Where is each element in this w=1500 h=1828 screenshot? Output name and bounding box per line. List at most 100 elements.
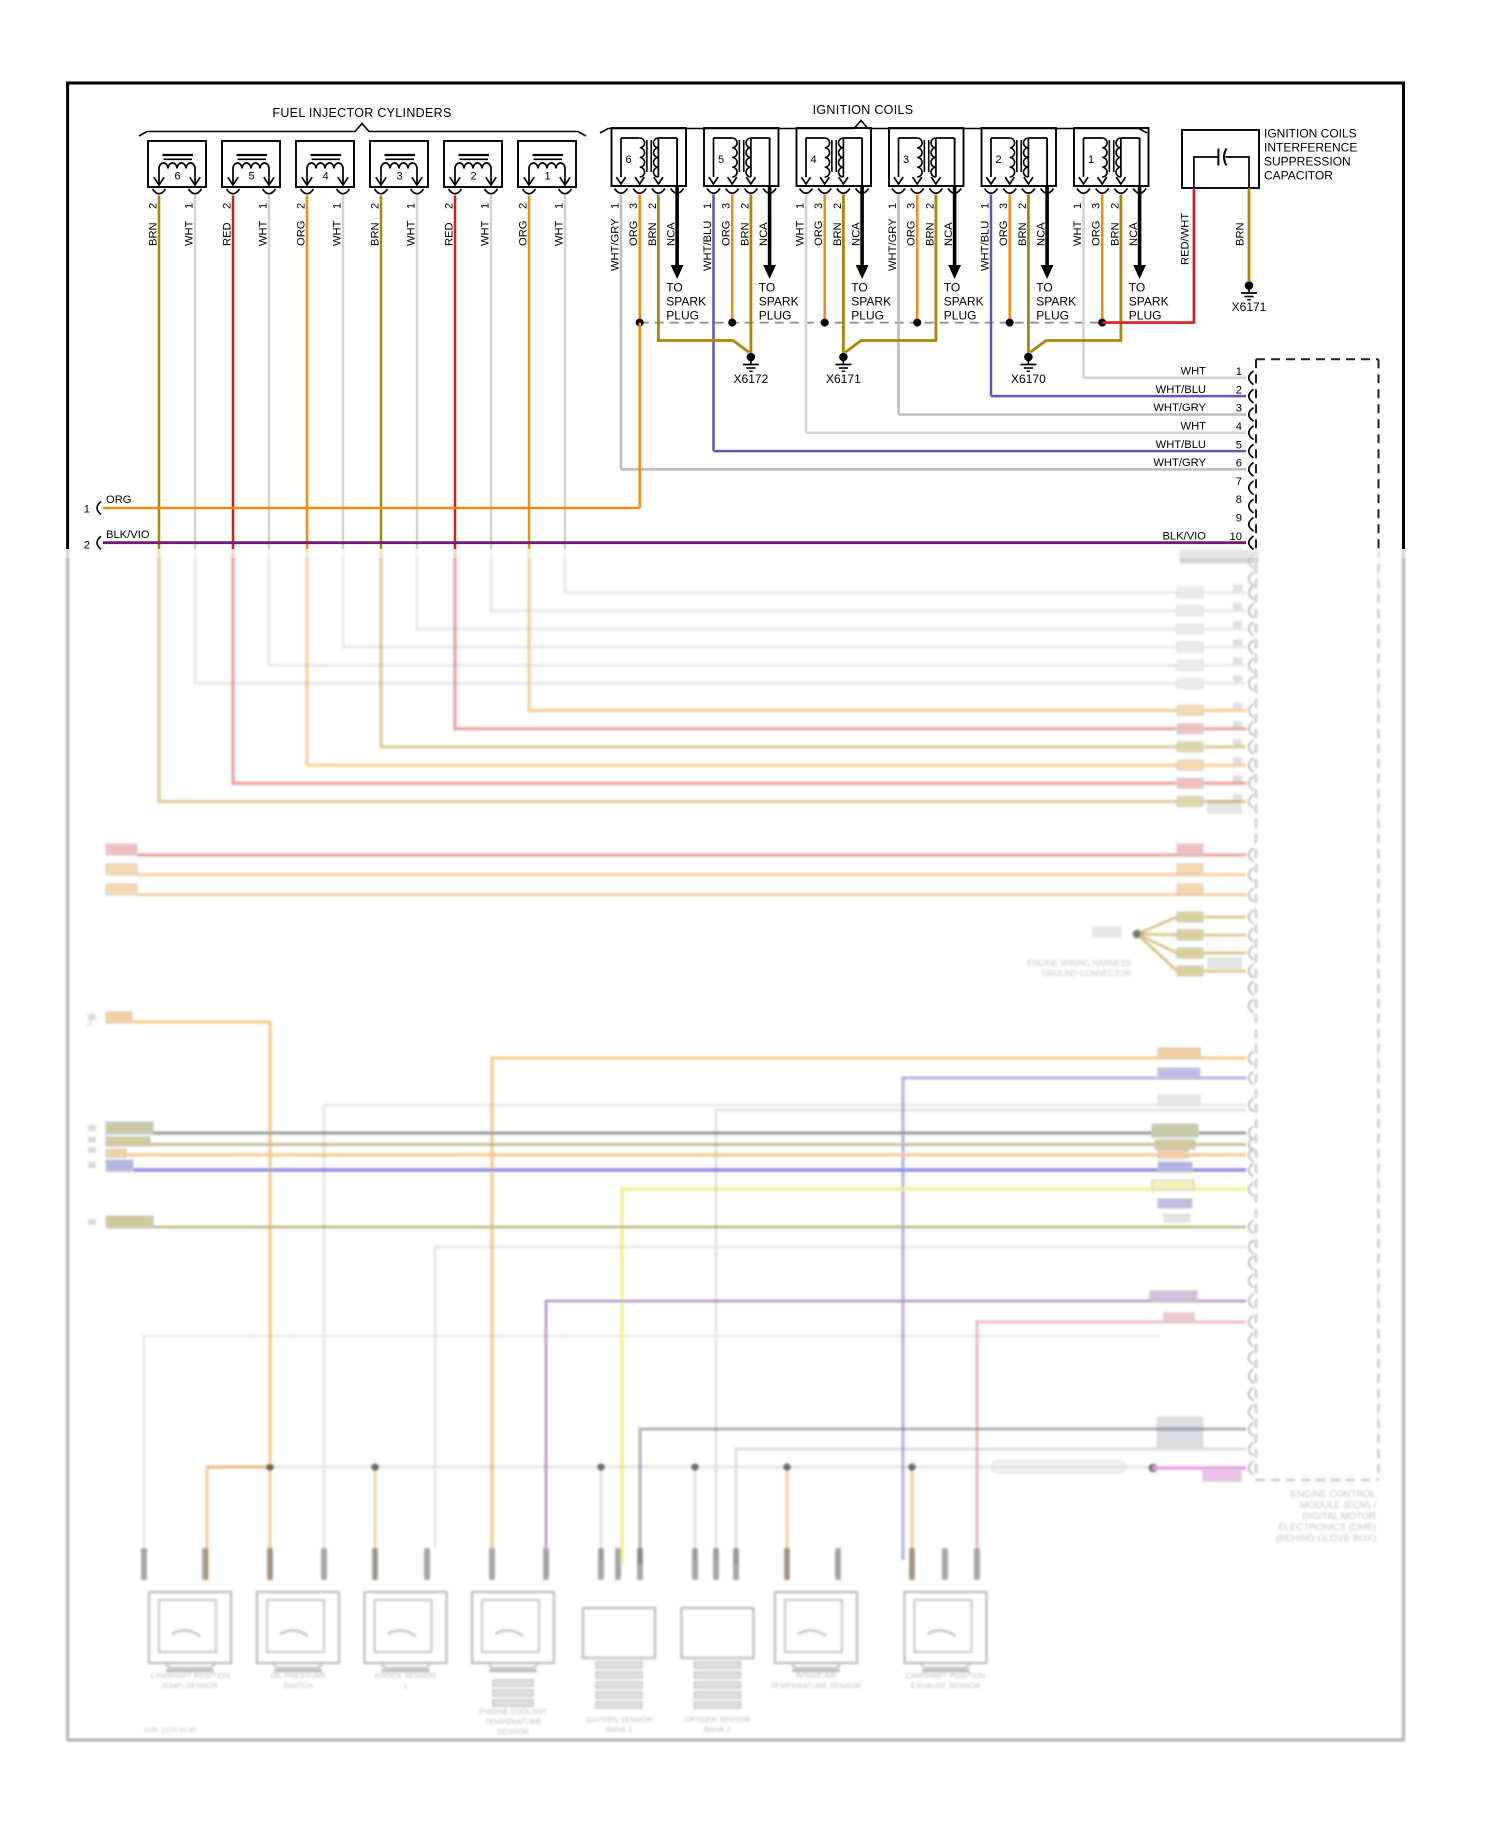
svg-text:SWITCH: SWITCH — [283, 1681, 313, 1690]
svg-text:ORG: ORG — [906, 221, 918, 246]
svg-text:X6171: X6171 — [1232, 300, 1267, 314]
svg-text:3: 3 — [903, 154, 909, 166]
svg-text:BLK/VIO: BLK/VIO — [106, 529, 150, 541]
svg-text:1: 1 — [1088, 154, 1094, 166]
svg-text:ORG: ORG — [1091, 221, 1103, 246]
svg-text:1: 1 — [403, 1681, 407, 1690]
svg-text:RED/WHT: RED/WHT — [1180, 213, 1192, 265]
svg-text:RED: RED — [222, 222, 234, 246]
svg-text:SUPPRESSION: SUPPRESSION — [1264, 155, 1351, 169]
svg-text:2: 2 — [222, 203, 234, 209]
svg-text:3: 3 — [396, 171, 402, 183]
svg-text:PLUG: PLUG — [759, 309, 792, 323]
svg-text:6: 6 — [174, 171, 180, 183]
svg-text:EXHAUST SENSOR: EXHAUST SENSOR — [911, 1681, 981, 1690]
svg-text:ORG: ORG — [106, 494, 131, 506]
svg-text:IGNITION COILS: IGNITION COILS — [1264, 127, 1357, 141]
svg-text:2: 2 — [1109, 203, 1121, 209]
svg-text:WHT: WHT — [184, 220, 196, 246]
svg-text:ORG: ORG — [628, 221, 640, 246]
svg-text:WHT: WHT — [406, 220, 418, 246]
svg-text:ORG: ORG — [518, 221, 530, 246]
svg-text:4: 4 — [1236, 421, 1242, 433]
svg-text:PLUG: PLUG — [851, 309, 884, 323]
svg-text:7: 7 — [1236, 476, 1242, 488]
svg-text:NCA: NCA — [1036, 222, 1048, 246]
svg-text:WHT: WHT — [332, 220, 344, 246]
svg-text:BLK/VIO: BLK/VIO — [1162, 530, 1206, 542]
svg-text:CAMSHAFT POSITION: CAMSHAFT POSITION — [150, 1671, 230, 1680]
svg-text:SPARK: SPARK — [851, 295, 891, 309]
svg-text:TO: TO — [1129, 281, 1145, 295]
svg-text:OIL PRESSURE: OIL PRESSURE — [270, 1671, 326, 1680]
svg-text:6: 6 — [1236, 458, 1242, 470]
svg-text:BRN: BRN — [739, 222, 751, 246]
svg-text:1: 1 — [406, 203, 418, 209]
svg-text:IGNITION COILS: IGNITION COILS — [813, 103, 914, 117]
svg-text:GROUND CONNECTOR: GROUND CONNECTOR — [1042, 969, 1131, 978]
svg-text:1: 1 — [610, 203, 622, 209]
svg-text:ORG: ORG — [721, 221, 733, 246]
svg-text:OXYGEN SENSOR: OXYGEN SENSOR — [586, 1715, 653, 1724]
svg-text:1: 1 — [1236, 366, 1242, 378]
svg-text:1: 1 — [554, 203, 566, 209]
svg-text:NCA: NCA — [851, 222, 863, 246]
svg-text:ENGINE COOLANT: ENGINE COOLANT — [479, 1707, 547, 1716]
svg-text:TO: TO — [944, 281, 960, 295]
svg-text:BRN: BRN — [1235, 222, 1247, 246]
svg-text:3: 3 — [628, 203, 640, 209]
svg-text:WHT/GRY: WHT/GRY — [887, 218, 899, 271]
svg-text:BRN: BRN — [647, 222, 659, 246]
svg-text:5: 5 — [718, 154, 724, 166]
svg-text:TO: TO — [666, 281, 682, 295]
svg-text:BRN: BRN — [832, 222, 844, 246]
svg-text:WHT: WHT — [480, 220, 492, 246]
svg-text:2: 2 — [832, 203, 844, 209]
svg-text:NCA: NCA — [1128, 222, 1140, 246]
svg-text:2: 2 — [470, 171, 476, 183]
svg-text:5: 5 — [1236, 439, 1242, 451]
svg-text:CAMSHAFT POSITION: CAMSHAFT POSITION — [905, 1671, 985, 1680]
svg-text:1: 1 — [332, 203, 344, 209]
svg-text:1: 1 — [887, 203, 899, 209]
svg-text:ORG: ORG — [998, 221, 1010, 246]
svg-text:4: 4 — [322, 171, 328, 183]
svg-text:SPARK: SPARK — [1036, 295, 1076, 309]
svg-text:2: 2 — [647, 203, 659, 209]
svg-text:1: 1 — [980, 203, 992, 209]
svg-text:WHT: WHT — [1181, 421, 1207, 433]
svg-text:WHT: WHT — [1181, 366, 1207, 378]
svg-text:10: 10 — [1230, 531, 1242, 543]
svg-text:SENSOR: SENSOR — [497, 1727, 530, 1736]
svg-text:OXYGEN SENSOR: OXYGEN SENSOR — [684, 1715, 751, 1724]
svg-text:TO: TO — [759, 281, 775, 295]
svg-text:2: 2 — [370, 203, 382, 209]
svg-text:2: 2 — [148, 203, 160, 209]
svg-text:1: 1 — [795, 203, 807, 209]
svg-text:KNOCK SENSOR: KNOCK SENSOR — [375, 1671, 437, 1680]
svg-text:3: 3 — [906, 203, 918, 209]
svg-text:SPARK: SPARK — [666, 295, 706, 309]
svg-text:BANK 1: BANK 1 — [605, 1725, 632, 1734]
svg-text:6: 6 — [625, 154, 631, 166]
svg-text:3: 3 — [813, 203, 825, 209]
svg-text:INTAKE AIR: INTAKE AIR — [795, 1671, 837, 1680]
svg-text:BRN: BRN — [1017, 222, 1029, 246]
svg-text:WHT/BLU: WHT/BLU — [1156, 439, 1206, 451]
svg-text:1: 1 — [258, 203, 270, 209]
svg-text:NCA: NCA — [758, 222, 770, 246]
svg-text:SPARK: SPARK — [1129, 295, 1169, 309]
svg-text:BRN: BRN — [148, 222, 160, 246]
svg-text:WHT/BLU: WHT/BLU — [1156, 384, 1206, 396]
svg-text:PLUG: PLUG — [1129, 309, 1162, 323]
svg-text:8: 8 — [1236, 494, 1242, 506]
svg-text:1: 1 — [184, 203, 196, 209]
svg-text:3: 3 — [1091, 203, 1103, 209]
svg-text:PLUG: PLUG — [666, 309, 699, 323]
svg-text:WHT: WHT — [258, 220, 270, 246]
svg-text:BRN: BRN — [370, 222, 382, 246]
svg-text:ELECTRONICS (DME): ELECTRONICS (DME) — [1278, 1522, 1376, 1533]
svg-text:SPARK: SPARK — [944, 295, 984, 309]
svg-text:BRN: BRN — [1109, 222, 1121, 246]
svg-text:SPARK: SPARK — [759, 295, 799, 309]
